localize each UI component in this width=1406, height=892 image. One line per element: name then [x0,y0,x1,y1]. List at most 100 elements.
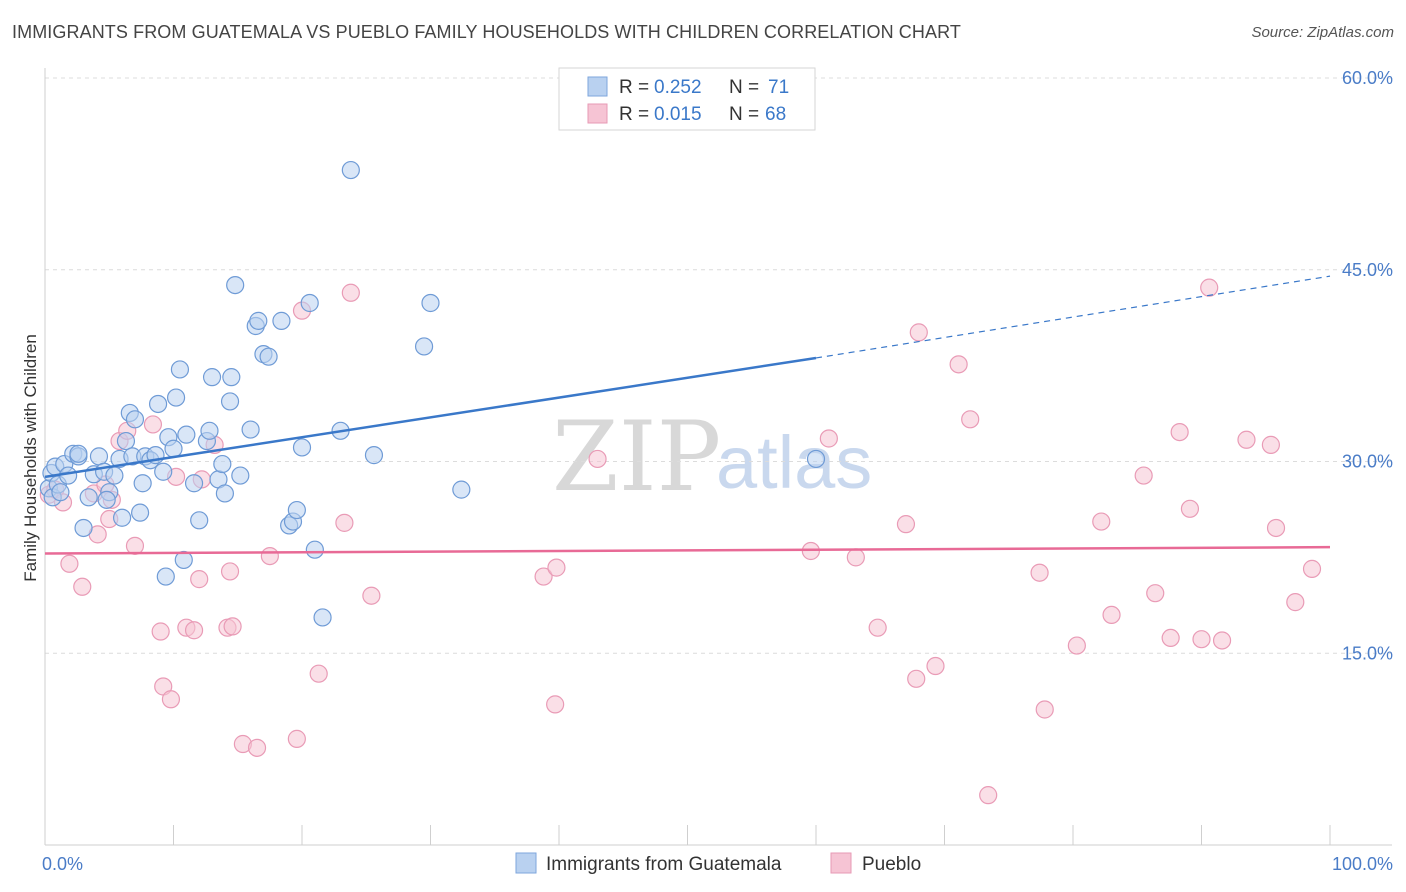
guatemala-point-35 [174,550,193,570]
bottom-legend-pueblo: Pueblo [862,854,921,875]
guatemala-point-68 [806,449,826,469]
guatemala-point-60 [305,540,324,559]
pueblo-point-27 [247,738,267,757]
x-tick-label-0: 0.0% [42,854,83,874]
guatemala-point-5 [51,483,70,502]
pueblo-points [39,278,1322,805]
source-label: Source: ZipAtlas.com [1251,24,1394,41]
guatemala-point-59 [300,293,319,313]
series-legend: Immigrants from Guatemala Pueblo [515,852,921,875]
guatemala-point-18 [112,508,132,527]
pueblo-point-19 [184,621,204,640]
y-tick-label-1: 30.0% [1342,452,1393,472]
guatemala-point-28 [148,394,168,414]
legend-r-value-1: 0.252 [654,77,702,98]
guatemala-point-10 [74,518,93,538]
pueblo-point-12 [125,536,145,555]
trend-lines [44,275,1331,555]
pueblo-point-14 [151,622,170,641]
pueblo-point-37 [546,695,565,714]
guatemala-point-40 [200,421,219,440]
guatemala-point-23 [130,503,150,522]
legend-r-label-2: R = [619,104,649,125]
guatemala-point-47 [226,275,245,295]
guatemala-point-69 [69,444,88,463]
guatemala-point-46 [222,368,241,387]
pueblo-point-56 [1146,584,1165,603]
guatemala-points [39,160,826,627]
guatemala-point-45 [220,392,240,411]
guatemala-point-7 [59,466,78,485]
pueblo-point-64 [1261,435,1280,454]
legend-r-label-1: R = [619,77,649,98]
guatemala-point-24 [133,474,152,493]
guatemala-point-44 [215,484,234,503]
guatemala-point-13 [89,447,109,466]
pueblo-point-63 [1237,430,1256,449]
guatemala-point-29 [154,462,173,481]
guatemala-point-19 [116,431,136,451]
pueblo-point-66 [1286,593,1305,612]
guatemala-point-32 [164,439,183,458]
guatemala-point-65 [414,337,434,356]
legend-n-label-2: N = [729,104,759,125]
guatemala-point-51 [249,311,268,330]
pueblo-point-50 [1030,563,1049,582]
guatemala-point-41 [202,368,222,387]
pueblo-point-51 [1035,700,1054,719]
pueblo-point-59 [1180,499,1200,518]
legend-r-value-2: 0.015 [654,104,702,125]
y-axis-label: Family Households with Children [21,334,40,582]
pueblo-point-25 [223,617,242,636]
guatemala-point-66 [421,293,440,313]
legend-swatch-pueblo [587,103,608,124]
pueblo-point-58 [1170,422,1189,442]
guatemala-point-58 [292,438,312,457]
x-tick-label-1: 100.0% [1332,854,1393,874]
pueblo-point-60 [1192,630,1211,649]
guatemala-point-34 [170,360,190,379]
bottom-swatch-guatemala [515,852,537,874]
guatemala-point-37 [184,474,204,493]
guatemala-point-43 [213,454,232,474]
watermark-zip: ZIP [552,401,721,513]
pueblo-point-65 [1266,518,1286,538]
pueblo-point-54 [1102,605,1121,625]
guatemala-point-53 [259,347,278,366]
guatemala-point-22 [125,410,145,429]
guatemala-point-16 [105,466,124,485]
y-tick-label-3: 60.0% [1342,68,1393,88]
pueblo-point-42 [868,618,887,637]
bottom-swatch-pueblo [830,852,852,874]
guatemala-point-61 [313,608,332,627]
legend-swatch-guatemala [587,76,608,97]
guatemala-point-70 [97,490,116,509]
pueblo-point-41 [846,548,865,567]
legend-n-value-1: 71 [768,77,789,98]
y-tick-label-2: 45.0% [1342,260,1393,280]
y-tick-labels: 15.0% 30.0% 45.0% 60.0% [1342,68,1393,663]
guatemala-point-57 [287,500,306,520]
axes [44,68,1392,846]
pueblo-point-40 [819,429,838,448]
guatemala-point-49 [241,420,260,439]
pueblo-point-55 [1134,466,1153,485]
stats-legend: R = 0.252 N = 71 R = 0.015 N = 68 [558,67,816,131]
guatemala-point-11 [79,488,98,507]
legend-n-label-1: N = [729,77,759,98]
guatemala-point-36 [177,425,196,444]
bottom-legend-guatemala: Immigrants from Guatemala [546,854,782,875]
pueblo-point-4 [73,577,92,596]
pueblo-point-20 [190,570,209,589]
pueblo-point-3 [60,554,79,573]
pueblo-point-67 [1302,559,1322,578]
pueblo-point-53 [1092,512,1111,531]
pueblo-point-36 [534,567,553,586]
pueblo-point-33 [341,283,360,302]
pueblo-point-46 [926,656,945,676]
pueblo-point-28 [260,546,279,566]
guatemala-point-38 [190,511,209,530]
pueblo-point-38 [547,558,566,577]
guatemala-point-54 [272,311,291,330]
